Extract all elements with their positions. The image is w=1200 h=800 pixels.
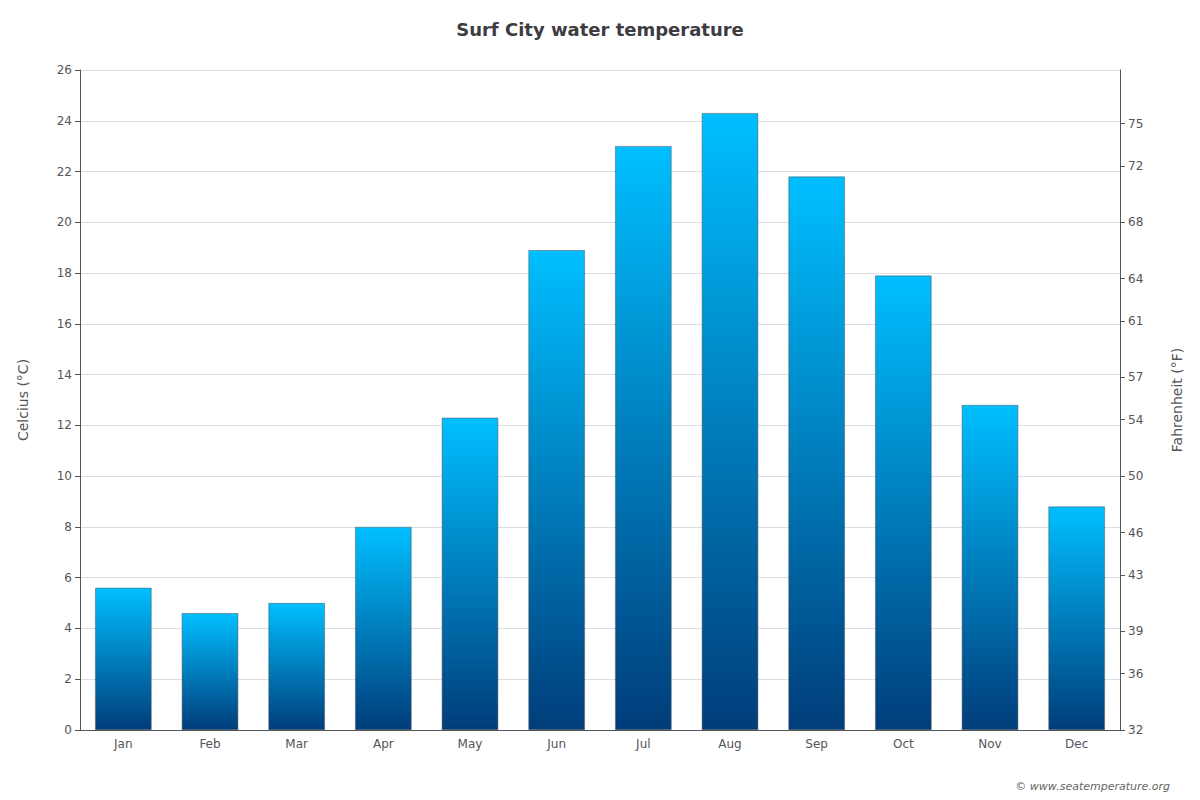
svg-text:Jul: Jul: [635, 737, 650, 751]
svg-text:75: 75: [1128, 117, 1143, 131]
svg-text:12: 12: [57, 418, 72, 432]
svg-text:50: 50: [1128, 469, 1143, 483]
svg-text:Feb: Feb: [199, 737, 220, 751]
svg-text:36: 36: [1128, 667, 1143, 681]
svg-text:Surf City water temperature: Surf City water temperature: [456, 19, 744, 40]
svg-text:Fahrenheit (°F): Fahrenheit (°F): [1169, 348, 1185, 452]
svg-text:22: 22: [57, 165, 72, 179]
svg-text:46: 46: [1128, 526, 1143, 540]
svg-text:Celcius (°C): Celcius (°C): [15, 359, 31, 441]
svg-text:Dec: Dec: [1065, 737, 1088, 751]
svg-text:© www.seatemperature.org: © www.seatemperature.org: [1015, 780, 1170, 793]
svg-text:57: 57: [1128, 370, 1143, 384]
svg-text:26: 26: [57, 63, 72, 77]
svg-text:32: 32: [1128, 723, 1143, 737]
svg-text:24: 24: [57, 114, 72, 128]
svg-text:8: 8: [64, 520, 72, 534]
svg-text:68: 68: [1128, 215, 1143, 229]
svg-text:61: 61: [1128, 314, 1143, 328]
svg-text:14: 14: [57, 368, 72, 382]
svg-text:39: 39: [1128, 624, 1143, 638]
svg-text:20: 20: [57, 215, 72, 229]
svg-text:Nov: Nov: [978, 737, 1001, 751]
svg-text:Oct: Oct: [893, 737, 914, 751]
svg-text:72: 72: [1128, 159, 1143, 173]
svg-text:Apr: Apr: [373, 737, 394, 751]
svg-text:4: 4: [64, 621, 72, 635]
svg-text:Jan: Jan: [113, 737, 133, 751]
svg-text:16: 16: [57, 317, 72, 331]
svg-text:10: 10: [57, 469, 72, 483]
svg-text:6: 6: [64, 571, 72, 585]
svg-text:18: 18: [57, 266, 72, 280]
svg-text:Mar: Mar: [285, 737, 308, 751]
svg-text:43: 43: [1128, 568, 1143, 582]
svg-text:May: May: [458, 737, 483, 751]
svg-text:54: 54: [1128, 413, 1143, 427]
svg-text:Sep: Sep: [805, 737, 828, 751]
svg-text:0: 0: [64, 723, 72, 737]
svg-text:Aug: Aug: [718, 737, 741, 751]
svg-text:Jun: Jun: [546, 737, 566, 751]
svg-text:64: 64: [1128, 272, 1143, 286]
svg-text:2: 2: [64, 672, 72, 686]
